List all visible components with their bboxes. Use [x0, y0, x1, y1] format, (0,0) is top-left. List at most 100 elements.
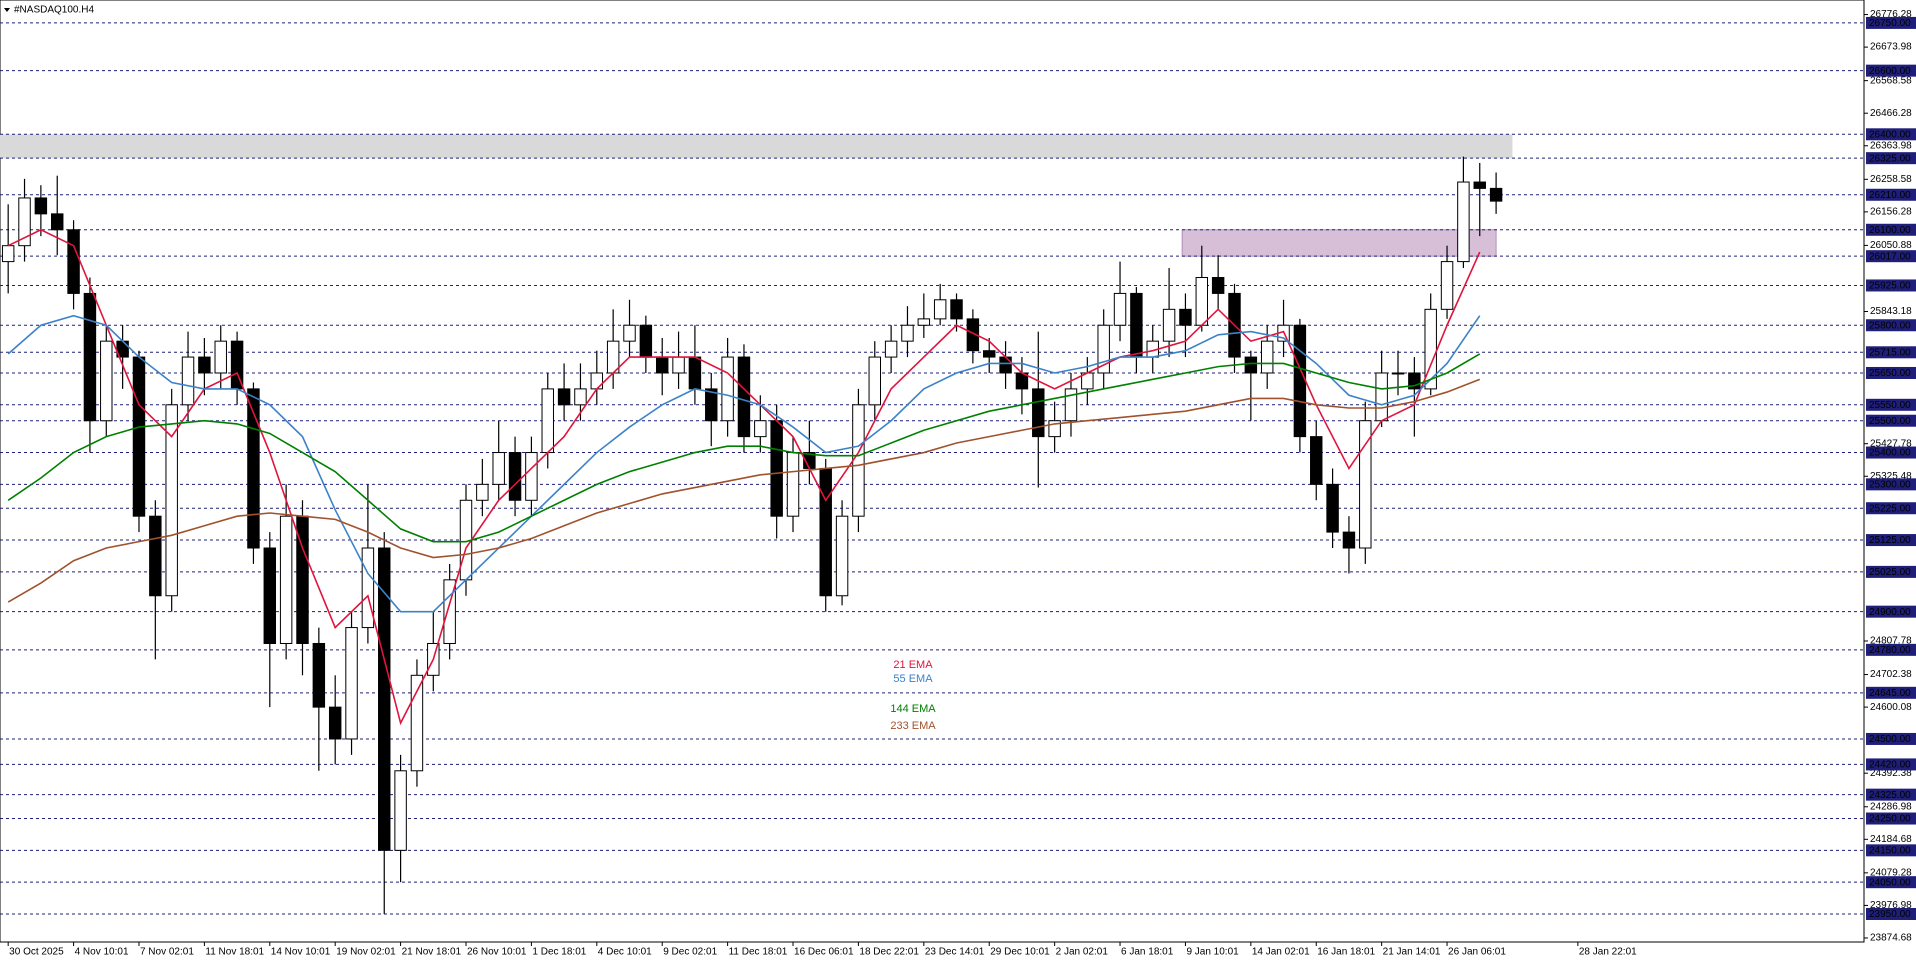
level-label: 26325.00	[1869, 153, 1911, 164]
y-tick-label: 26156.28	[1870, 207, 1912, 218]
candle-body	[410, 674, 424, 772]
legend-label: 233 EMA	[890, 720, 936, 732]
level-tag	[1866, 152, 1916, 165]
level-tag	[1866, 16, 1916, 29]
level-tag	[1866, 502, 1916, 515]
level-tag	[1866, 279, 1916, 292]
x-tick-label: 29 Dec 10:01	[990, 947, 1050, 958]
candle-body	[1342, 531, 1356, 549]
candle-body	[721, 356, 734, 422]
level-tag	[1866, 250, 1916, 263]
candle-body	[165, 404, 178, 597]
candle-body	[361, 547, 375, 629]
level-label: 25225.00	[1869, 503, 1911, 514]
ema-line	[7, 228, 1481, 726]
candle-body	[688, 356, 702, 390]
candle-body	[100, 340, 113, 422]
candle-body	[263, 547, 277, 644]
x-tick-label: 9 Dec 02:01	[663, 947, 717, 958]
candle-body	[1048, 420, 1061, 438]
level-label: 26400.00	[1869, 129, 1911, 140]
ema-line	[7, 314, 1481, 613]
level-label: 24250.00	[1869, 814, 1911, 825]
candle-body	[1113, 292, 1127, 326]
candle-body	[999, 356, 1012, 374]
level-tag	[1866, 223, 1916, 236]
y-tick-label: 26050.88	[1870, 240, 1912, 251]
level-label: 25500.00	[1869, 416, 1911, 427]
candle-body	[1064, 388, 1078, 422]
y-tick-label: 24286.98	[1870, 801, 1912, 812]
y-tick-label: 23874.68	[1870, 933, 1912, 944]
candle-body	[590, 372, 604, 390]
candle-body	[1408, 372, 1421, 390]
candle-body	[34, 197, 48, 215]
candle-body	[279, 515, 293, 644]
level-tag	[1866, 876, 1916, 889]
level-tag	[1866, 534, 1916, 547]
candle-body	[1211, 277, 1225, 294]
level-tag	[1866, 732, 1916, 745]
candle-body	[1097, 324, 1110, 374]
level-label: 25715.00	[1869, 347, 1911, 358]
x-tick-label: 11 Dec 18:01	[729, 947, 788, 958]
candle-body	[1473, 181, 1486, 189]
chart-title: #NASDAQ100.H4	[14, 5, 94, 16]
candle-body	[67, 229, 80, 294]
zone	[0, 134, 1513, 159]
candle-body	[1489, 187, 1503, 202]
candle-body	[181, 356, 195, 406]
level-tag	[1866, 128, 1916, 141]
candle-body	[18, 197, 31, 247]
y-tick-label: 26568.58	[1870, 75, 1912, 86]
candle-body	[655, 356, 669, 374]
level-tag	[1866, 188, 1916, 201]
candle-body	[525, 452, 538, 501]
candle-body	[819, 467, 832, 597]
candle-body	[884, 340, 898, 358]
candle-body	[1375, 372, 1388, 422]
level-label: 24050.00	[1869, 877, 1911, 888]
candle-body	[1, 245, 15, 263]
x-tick-label: 30 Oct 2025	[9, 947, 64, 958]
level-tag	[1866, 686, 1916, 699]
y-tick-label: 26673.98	[1870, 42, 1912, 53]
candle-body	[574, 388, 587, 406]
x-tick-label: 6 Jan 18:01	[1121, 947, 1174, 958]
x-tick-label: 4 Nov 10:01	[75, 947, 129, 958]
y-tick-label: 24184.68	[1870, 834, 1912, 845]
candle-body	[83, 292, 97, 422]
level-tag	[1866, 478, 1916, 491]
x-tick-label: 2 Jan 02:01	[1056, 947, 1109, 958]
x-tick-label: 26 Nov 10:01	[467, 947, 527, 958]
candle-body	[950, 299, 963, 320]
level-label: 24420.00	[1869, 760, 1911, 771]
candle-body	[754, 420, 767, 438]
x-tick-label: 23 Dec 14:01	[925, 947, 985, 958]
candle-body	[492, 452, 505, 485]
level-tag	[1866, 414, 1916, 427]
candle-body	[966, 318, 980, 352]
x-tick-label: 26 Jan 06:01	[1448, 947, 1506, 958]
y-tick-label: 23976.98	[1870, 900, 1912, 911]
y-tick-label: 24079.28	[1870, 867, 1912, 878]
y-tick-label: 26258.58	[1870, 174, 1912, 185]
level-tag	[1866, 907, 1916, 920]
candle-body	[247, 388, 260, 549]
candle-body	[901, 324, 914, 342]
candle-body	[933, 299, 947, 320]
candle-body	[1179, 308, 1192, 326]
y-tick-label: 25325.48	[1870, 471, 1912, 482]
candle-body	[770, 420, 783, 517]
level-tag	[1866, 643, 1916, 656]
candle-body	[1359, 420, 1372, 549]
candle-body	[132, 356, 146, 517]
y-tick-label: 26363.98	[1870, 140, 1912, 151]
y-tick-label: 26776.28	[1870, 9, 1912, 20]
candle-body	[1326, 483, 1339, 533]
x-tick-label: 9 Jan 10:01	[1186, 947, 1239, 958]
level-label: 24325.00	[1869, 790, 1911, 801]
candle-body	[672, 356, 685, 374]
candle-body	[1391, 372, 1405, 375]
level-label: 24645.00	[1869, 688, 1911, 699]
